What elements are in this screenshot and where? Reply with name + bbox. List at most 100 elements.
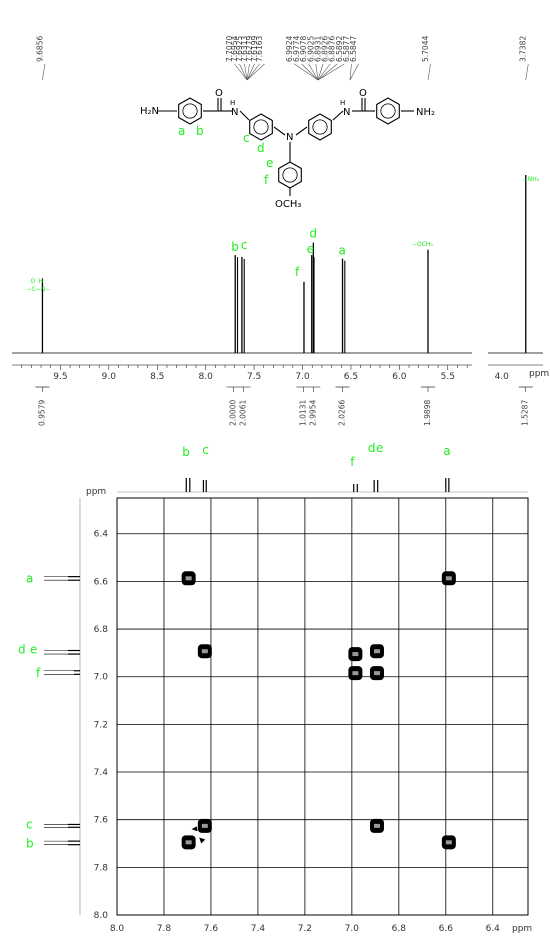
top-projection-label-e: e <box>376 441 383 455</box>
cross-peak-9-core <box>185 840 192 845</box>
peak-shift-label-13: 6.8926 <box>321 36 330 62</box>
signal-label-b: b <box>231 240 239 254</box>
structure-label-f: f <box>264 173 269 187</box>
top-projection-label-c: c <box>202 443 209 457</box>
peak-leader-10 <box>308 63 319 81</box>
peak-shift-label-14: 6.8876 <box>328 36 337 62</box>
peak-shift-label-5: 7.6279 <box>245 36 254 62</box>
bond-nh-ring <box>239 110 250 121</box>
side-projection-label-e: e <box>30 642 37 656</box>
cosy-x-tick-7.6: 7.6 <box>204 924 219 934</box>
top-projection-label-a: a <box>443 444 450 458</box>
cosy-x-tick-7.4: 7.4 <box>251 924 266 934</box>
cosy-y-tick-8.0: 8.0 <box>94 911 109 921</box>
peak-shift-label-8: 6.9924 <box>285 36 294 62</box>
bond-ring-nh <box>332 110 344 121</box>
cross-peak-2-core <box>201 649 208 654</box>
peak-leader-2 <box>239 63 248 81</box>
peak-shift-label-4: 7.6313 <box>240 36 249 62</box>
cross-peak-10-core <box>445 840 452 845</box>
peak-leader-8 <box>294 63 319 81</box>
integral-label-1-1: 2.0061 <box>239 400 248 426</box>
peak-leader-11 <box>315 63 319 81</box>
structure-label-b: b <box>196 124 204 138</box>
top-projection-label-f: f <box>350 455 355 469</box>
ring-right <box>376 97 400 125</box>
top-projection-label-b: b <box>182 445 190 459</box>
signal-label-e: e <box>307 242 314 256</box>
cosy-y-tick-7.4: 7.4 <box>94 768 109 778</box>
peak-leader-14 <box>317 63 338 81</box>
top-projection-label-d: d <box>368 441 376 455</box>
group-h-right: H <box>340 99 345 107</box>
integral-label-1-0: 2.0000 <box>229 400 238 426</box>
cosy-x-tick-8.0: 8.0 <box>110 924 125 934</box>
group-nh2-right: NH₂ <box>416 107 435 118</box>
peak-leader-17 <box>349 63 359 81</box>
ring-methoxy-aromatic <box>282 167 298 183</box>
integral-label-2-0: 1.0131 <box>298 400 307 426</box>
peak-leader-4 <box>246 63 250 81</box>
signal-label-a: a <box>339 244 346 258</box>
signal-label-nh2: −NH₂ <box>523 176 540 183</box>
cosy-y-tick-6.8: 6.8 <box>94 625 109 635</box>
cosy-y-unit: ppm <box>86 487 106 497</box>
cosy-frame <box>116 497 529 916</box>
x-tick-label-6.0: 6.0 <box>392 372 407 382</box>
cosy-y-tick-6.6: 6.6 <box>94 577 109 587</box>
signal-label-amide: −C−N− <box>26 286 50 293</box>
group-n-right: N <box>343 107 350 118</box>
group-o-left: O <box>215 88 223 99</box>
cosy-y-tick-7.0: 7.0 <box>94 673 109 683</box>
peak-shift-label-18: 5.7044 <box>421 36 430 62</box>
cross-peak-satellite-1 <box>191 826 198 832</box>
signal-label-d: d <box>309 227 317 241</box>
bond-ring-n <box>273 126 286 136</box>
peak-shift-label-3: 7.6925 <box>235 36 244 62</box>
x-tick-label-9.5: 9.5 <box>53 372 67 382</box>
cosy-x-tick-7.0: 7.0 <box>345 924 360 934</box>
integral-label-0-0: 0.9579 <box>37 400 46 426</box>
cosy-x-tick-6.6: 6.6 <box>439 924 454 934</box>
signal-label-c: c <box>241 238 248 252</box>
peak-shift-label-16: 6.5877 <box>342 36 351 62</box>
signal-label-amide-o: O <box>30 278 35 285</box>
ring-methoxy <box>278 161 302 189</box>
cosy-spectrum: 8.0 7.8 7.6 7.4 7.2 7.0 6.8 6.6 6.4 ppm 6.4 6.6 6.8 7… <box>18 441 532 934</box>
peak-leader-19 <box>525 63 529 81</box>
peak-leader-1 <box>234 63 248 81</box>
group-h-left: H <box>230 99 235 107</box>
peak-shift-label-1: 7.7070 <box>225 36 234 62</box>
signal-label-och3: −OCH₃ <box>412 241 433 248</box>
cross-peak-3-core <box>352 652 359 657</box>
cosy-x-tick-7.2: 7.2 <box>298 924 312 934</box>
cross-peak-0-core <box>185 576 192 581</box>
side-projection-label-d: d <box>18 642 26 656</box>
bond-n-ring <box>295 126 308 136</box>
cross-peak-4-core <box>373 649 380 654</box>
peak-shift-label-12: 6.8931 <box>313 36 322 62</box>
integral-label-5-0: 1.5287 <box>521 400 530 426</box>
cosy-y-tick-7.6: 7.6 <box>94 816 109 826</box>
x-axis-unit: ppm <box>529 369 549 379</box>
group-och3: OCH₃ <box>275 199 301 210</box>
cross-peak-1-core <box>445 576 452 581</box>
peak-shift-label-2: 7.6954 <box>230 36 239 62</box>
x-tick-label-4.0: 4.0 <box>495 372 510 382</box>
ring-center-right-aromatic <box>312 119 328 135</box>
structure-label-d: d <box>257 141 265 155</box>
peak-shift-label-15: 6.5892 <box>335 36 344 62</box>
integral-label-4-0: 1.9898 <box>423 400 432 426</box>
peak-leader-6 <box>246 63 260 81</box>
peak-leader-9 <box>301 63 319 81</box>
peak-leader-18 <box>427 63 431 81</box>
peak-shift-label-7: 7.6163 <box>255 36 264 62</box>
cross-peak-6-core <box>373 671 380 676</box>
ring-center-right <box>308 113 332 141</box>
cosy-x-unit: ppm <box>512 924 532 934</box>
peak-shift-label-0: 9.6856 <box>35 36 44 62</box>
x-tick-label-9.0: 9.0 <box>102 372 117 382</box>
x-tick-label-7.0: 7.0 <box>295 372 310 382</box>
